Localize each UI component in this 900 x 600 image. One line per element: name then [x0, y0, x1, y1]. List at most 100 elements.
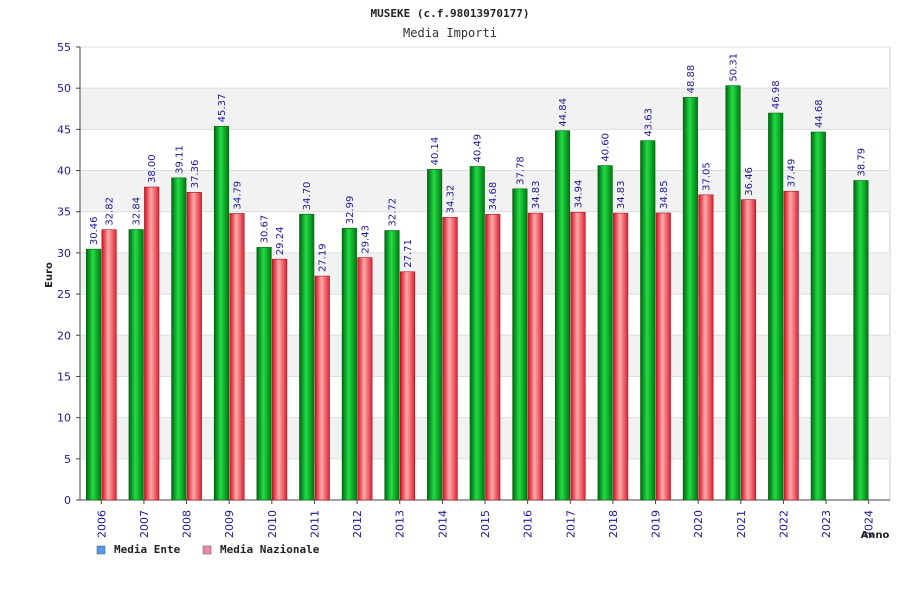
x-tick-label: 2009: [223, 510, 236, 538]
data-label: 34.83: [616, 180, 627, 209]
bar-media-ente: [213, 126, 230, 501]
bar-media-ente: [256, 247, 272, 501]
bar-media-nazionale: [527, 212, 543, 501]
bar-media-ente: [427, 169, 443, 501]
bar-media-nazionale: [570, 211, 586, 501]
bar-media-nazionale: [272, 258, 288, 501]
x-tick-label: 2010: [266, 510, 279, 538]
data-label: 32.72: [387, 198, 398, 227]
bar-media-nazionale: [229, 213, 245, 501]
bar-media-nazionale: [399, 271, 416, 501]
data-label: 45.37: [217, 94, 228, 123]
bar-media-ente: [171, 177, 187, 501]
x-tick-label: 2016: [522, 510, 535, 538]
x-axis-label: Anno: [861, 530, 890, 541]
data-label: 29.24: [275, 227, 286, 256]
data-label: 44.68: [814, 99, 825, 128]
data-label: 34.94: [574, 180, 585, 209]
data-label: 36.46: [744, 167, 755, 196]
x-tick-label: 2023: [820, 510, 833, 538]
bar-media-ente: [469, 166, 485, 501]
legend-label-media-ente: Media Ente: [114, 543, 181, 556]
data-label: 34.68: [488, 182, 499, 211]
bar-media-ente: [725, 85, 741, 501]
data-label: 34.79: [232, 181, 243, 210]
y-axis-label: Euro: [44, 262, 55, 288]
data-label: 38.00: [147, 154, 158, 183]
bar-media-nazionale: [740, 199, 757, 501]
x-tick-label: 2015: [479, 510, 492, 538]
bar-media-nazionale: [783, 190, 799, 501]
y-tick-label: 15: [57, 370, 71, 383]
data-label: 34.32: [446, 185, 457, 214]
data-label: 48.88: [686, 65, 697, 94]
x-tick-label: 2008: [181, 510, 194, 538]
data-label: 34.85: [659, 180, 670, 209]
data-label: 32.84: [132, 197, 143, 226]
legend-swatch-media-nazionale: [202, 545, 212, 555]
y-tick-label: 35: [57, 206, 71, 219]
x-tick-label: 2024: [863, 510, 876, 538]
data-label: 30.67: [260, 215, 271, 244]
bar-media-ente: [554, 130, 571, 501]
data-label: 32.99: [345, 196, 356, 225]
y-tick-label: 0: [64, 494, 71, 507]
chart-subtitle: Media Importi: [403, 26, 497, 40]
data-label: 32.82: [105, 197, 116, 226]
x-tick-label: 2018: [607, 510, 620, 538]
bar-media-nazionale: [485, 214, 501, 501]
data-label: 46.98: [771, 80, 782, 109]
bar-media-ente: [341, 227, 357, 501]
x-tick-label: 2007: [138, 510, 151, 538]
data-label: 43.63: [643, 108, 654, 137]
x-tick-label: 2022: [777, 510, 790, 538]
x-tick-label: 2021: [735, 510, 748, 538]
bar-media-ente: [810, 131, 826, 501]
y-tick-label: 10: [57, 412, 71, 425]
x-tick-label: 2012: [351, 510, 364, 538]
data-label: 37.49: [787, 159, 798, 188]
y-tick-label: 45: [57, 123, 71, 136]
x-tick-label: 2019: [650, 510, 663, 538]
bar-media-ente: [128, 229, 144, 501]
legend: Media Ente Media Nazionale: [96, 543, 320, 556]
data-label: 37.36: [190, 160, 201, 189]
bar-media-ente: [853, 180, 869, 501]
x-tick-label: 2006: [95, 510, 108, 538]
data-label: 44.84: [558, 98, 569, 127]
data-label: 37.78: [515, 156, 526, 185]
bar-media-nazionale: [613, 212, 629, 501]
y-tick-label: 55: [57, 41, 71, 54]
bar-media-ente: [682, 97, 698, 501]
data-label: 27.71: [403, 239, 414, 268]
bar-media-ente: [597, 165, 613, 501]
x-tick-label: 2017: [564, 510, 577, 538]
legend-swatch-media-ente: [96, 545, 106, 555]
data-label: 29.43: [360, 225, 371, 254]
y-tick-label: 5: [64, 453, 71, 466]
data-label: 30.46: [89, 216, 100, 245]
data-label: 39.11: [174, 145, 185, 174]
bar-media-nazionale: [655, 212, 671, 501]
bar-media-ente: [768, 112, 784, 501]
bar-media-nazionale: [357, 257, 373, 501]
y-tick-label: 20: [57, 329, 71, 342]
data-label: 38.79: [856, 148, 867, 177]
data-label: 34.83: [531, 180, 542, 209]
bar-media-nazionale: [186, 191, 202, 501]
bar-media-ente: [640, 140, 656, 501]
chart-title: MUSEKE (c.f.98013970177): [371, 7, 530, 20]
data-label: 50.31: [729, 53, 740, 82]
y-tick-label: 25: [57, 288, 71, 301]
bar-media-ente: [384, 230, 400, 501]
legend-label-media-nazionale: Media Nazionale: [220, 543, 320, 556]
bar-media-nazionale: [442, 217, 458, 501]
data-label: 37.05: [701, 162, 712, 191]
data-label: 40.14: [430, 137, 441, 166]
bar-media-nazionale: [698, 194, 714, 501]
bar-media-ente: [299, 213, 315, 501]
x-tick-label: 2011: [308, 510, 321, 538]
y-tick-label: 30: [57, 247, 71, 260]
x-tick-label: 2013: [394, 510, 407, 538]
